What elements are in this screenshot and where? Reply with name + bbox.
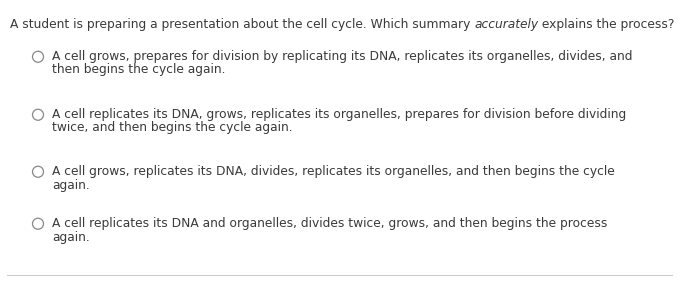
Text: explains the process?: explains the process?: [538, 18, 675, 31]
Text: A cell grows, prepares for division by replicating its DNA, replicates its organ: A cell grows, prepares for division by r…: [52, 50, 633, 63]
Text: twice, and then begins the cycle again.: twice, and then begins the cycle again.: [52, 121, 293, 135]
Text: A student is preparing a presentation about the cell cycle. Which summary: A student is preparing a presentation ab…: [10, 18, 474, 31]
Text: accurately: accurately: [474, 18, 538, 31]
Text: A cell replicates its DNA and organelles, divides twice, grows, and then begins : A cell replicates its DNA and organelles…: [52, 217, 608, 230]
Text: again.: again.: [52, 178, 90, 191]
Text: then begins the cycle again.: then begins the cycle again.: [52, 64, 225, 76]
Text: again.: again.: [52, 230, 90, 244]
Text: A cell grows, replicates its DNA, divides, replicates its organelles, and then b: A cell grows, replicates its DNA, divide…: [52, 165, 614, 178]
Text: A cell replicates its DNA, grows, replicates its organelles, prepares for divisi: A cell replicates its DNA, grows, replic…: [52, 108, 626, 121]
